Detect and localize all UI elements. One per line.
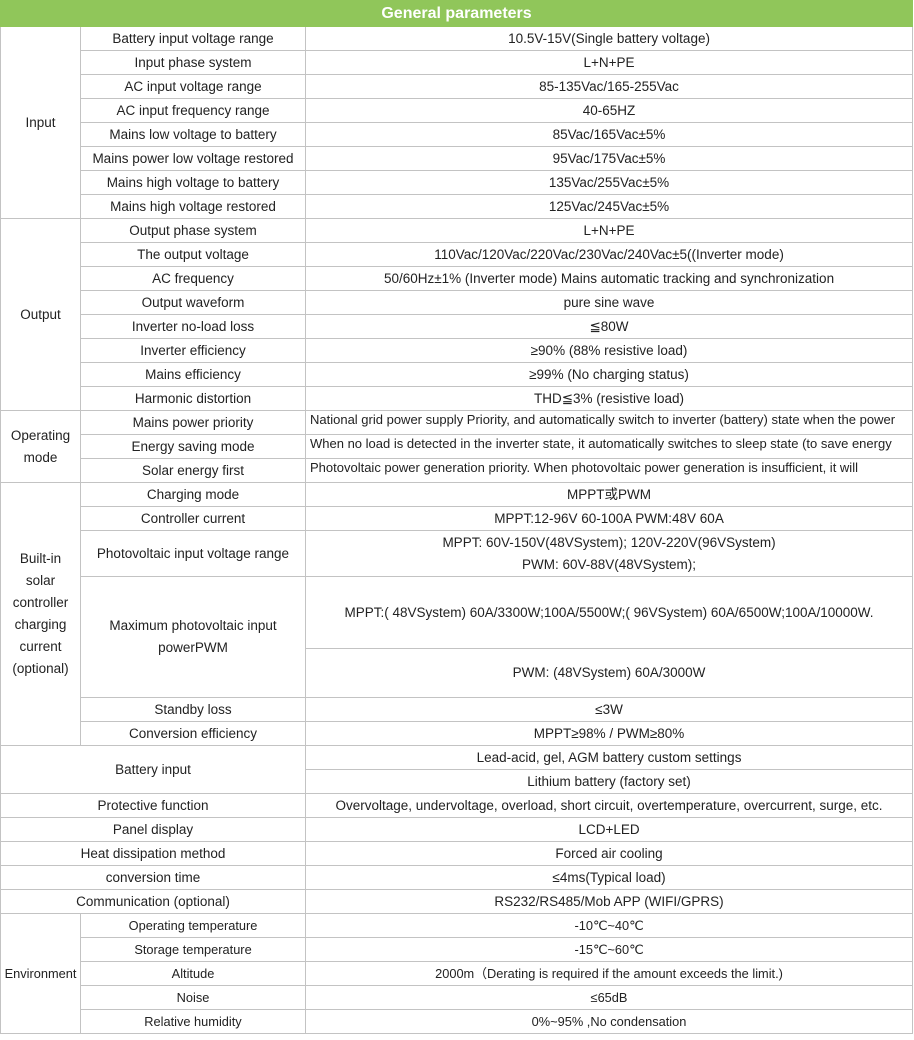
param-name: AC input voltage range — [80, 74, 306, 99]
param-name: AC input frequency range — [80, 98, 306, 123]
param-value: 135Vac/255Vac±5% — [304, 170, 914, 195]
param-value: L+N+PE — [304, 50, 914, 75]
param-name: Controller current — [80, 506, 306, 531]
param-value: MPPT≥98% / PWM≥80% — [304, 721, 914, 746]
param-name: Communication (optional) — [0, 889, 306, 914]
param-name: Protective function — [0, 793, 306, 818]
param-name: Photovoltaic input voltage range — [80, 530, 306, 577]
param-value: Photovoltaic power generation priority. … — [310, 460, 858, 475]
group-label: Environment — [0, 913, 81, 1034]
param-value: MPPT:12-96V 60-100A PWM:48V 60A — [304, 506, 914, 531]
group-label: Output — [0, 218, 81, 411]
param-name: AC frequency — [80, 266, 306, 291]
group-label: Input — [0, 26, 81, 219]
param-name: Input phase system — [80, 50, 306, 75]
param-name: conversion time — [0, 865, 306, 890]
param-value: Overvoltage, undervoltage, overload, sho… — [304, 793, 914, 818]
param-value: 40-65HZ — [304, 98, 914, 123]
param-value: 10.5V-15V(Single battery voltage) — [304, 26, 914, 51]
param-name: Mains efficiency — [80, 362, 306, 387]
param-name: Maximum photovoltaic input powerPWM — [80, 576, 306, 698]
group-label: Operating mode — [0, 410, 81, 483]
param-value: When no load is detected in the inverter… — [310, 436, 892, 451]
param-name: Noise — [80, 985, 306, 1010]
param-value: 85-135Vac/165-255Vac — [304, 74, 914, 99]
param-value: 95Vac/175Vac±5% — [304, 146, 914, 171]
param-name: Mains high voltage to battery — [80, 170, 306, 195]
param-value: ≤4ms(Typical load) — [304, 865, 914, 890]
param-value: -15℃~60℃ — [304, 937, 914, 962]
param-name: Inverter efficiency — [80, 338, 306, 363]
param-name: Battery input voltage range — [80, 26, 306, 51]
param-value: ≤3W — [304, 697, 914, 722]
param-value: -10℃~40℃ — [304, 913, 914, 938]
param-value: MPPT或PWM — [304, 482, 914, 507]
param-name: Heat dissipation method — [0, 841, 306, 866]
param-value: Forced air cooling — [304, 841, 914, 866]
param-name: Operating temperature — [80, 913, 306, 938]
param-value: PWM: (48VSystem) 60A/3000W — [304, 648, 914, 698]
param-value: MPPT: 60V-150V(48VSystem); 120V-220V(96V… — [442, 534, 776, 550]
param-name: Panel display — [0, 817, 306, 842]
param-value: Lithium battery (factory set) — [304, 769, 914, 794]
param-value: ≥90% (88% resistive load) — [304, 338, 914, 363]
param-name: Standby loss — [80, 697, 306, 722]
param-value: 125Vac/245Vac±5% — [304, 194, 914, 219]
param-value: National grid power supply Priority, and… — [310, 412, 896, 427]
param-name: Harmonic distortion — [80, 386, 306, 411]
param-name: Mains low voltage to battery — [80, 122, 306, 147]
param-value: pure sine wave — [304, 290, 914, 315]
param-value: ≥99% (No charging status) — [304, 362, 914, 387]
param-value: RS232/RS485/Mob APP (WIFI/GPRS) — [304, 889, 914, 914]
param-value: 85Vac/165Vac±5% — [304, 122, 914, 147]
param-value: 2000m（Derating is required if the amount… — [304, 961, 914, 986]
group-label: Built-in solar controller charging curre… — [0, 482, 81, 746]
param-name: Storage temperature — [80, 937, 306, 962]
param-name: Battery input — [0, 745, 306, 794]
param-name: Relative humidity — [80, 1009, 306, 1034]
param-value: L+N+PE — [304, 218, 914, 243]
param-name: Charging mode — [80, 482, 306, 507]
param-value: ≤65dB — [304, 985, 914, 1010]
param-value: Lead-acid, gel, AGM battery custom setti… — [304, 745, 914, 770]
table-title: General parameters — [0, 0, 914, 27]
param-name: Energy saving mode — [80, 434, 306, 459]
param-name: Solar energy first — [80, 458, 306, 483]
param-value: ≦80W — [304, 314, 914, 339]
param-value: PWM: 60V-88V(48VSystem); — [521, 556, 697, 572]
param-name: Conversion efficiency — [80, 721, 306, 746]
param-name: Altitude — [80, 961, 306, 986]
param-name: The output voltage — [80, 242, 306, 267]
param-value: 110Vac/120Vac/220Vac/230Vac/240Vac±5((In… — [304, 242, 914, 267]
param-name: Mains power priority — [80, 410, 306, 435]
param-name: Output phase system — [80, 218, 306, 243]
param-value: 50/60Hz±1% (Inverter mode) Mains automat… — [304, 266, 914, 291]
param-value: MPPT:( 48VSystem) 60A/3300W;100A/5500W;(… — [304, 576, 914, 649]
param-name: Output waveform — [80, 290, 306, 315]
param-name: Mains power low voltage restored — [80, 146, 306, 171]
param-value: 0%~95% ,No condensation — [304, 1009, 914, 1034]
param-name: Inverter no-load loss — [80, 314, 306, 339]
param-value: THD≦3% (resistive load) — [304, 386, 914, 411]
param-value: LCD+LED — [304, 817, 914, 842]
param-name: Mains high voltage restored — [80, 194, 306, 219]
